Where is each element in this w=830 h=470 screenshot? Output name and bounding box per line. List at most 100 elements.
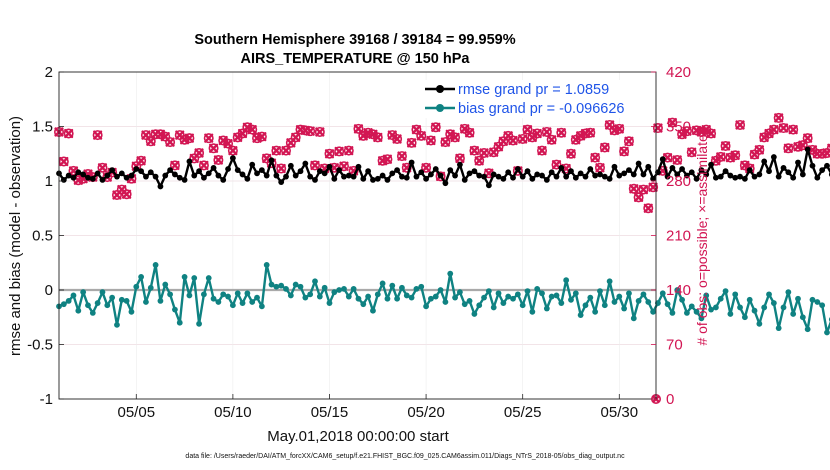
bias-point [316,293,323,300]
obs-possible-marker [619,146,630,157]
rmse-point [336,167,343,174]
rmse-point [65,172,72,179]
bias-point [283,286,289,292]
bias-point [476,302,483,309]
rmse-point [572,174,579,181]
obs-possible-marker [546,134,557,145]
rmse-point [341,173,347,180]
rmse-point [70,174,77,181]
obs-assimilated-marker [667,118,678,128]
obs-possible-marker [165,137,176,148]
data-file-footnote: data file: /Users/raeder/DAI/ATM_forcXX/… [185,453,625,460]
rmse-point [684,172,690,179]
rmse-point [799,171,806,178]
obs-assimilated-marker [600,142,610,153]
obs-possible-marker [198,160,209,171]
rmse-point [345,172,352,179]
y-axis-label: rmse and bias (model - observation) [7,116,24,356]
rmse-point [152,173,159,180]
obs-assimilated-marker [469,146,479,156]
bias-point [70,292,77,299]
bias-point [684,309,690,316]
rmse-point [582,173,589,180]
bias-point [761,304,768,311]
bias-point [737,304,743,311]
obs-possible-marker [686,147,697,158]
rmse-point [775,173,782,180]
rmse-point [785,169,792,176]
rmse-point [374,175,381,182]
bias-point [239,300,246,306]
rmse-point [428,171,434,178]
obs-possible-marker [334,146,345,157]
bias-point [215,299,222,305]
rmse-point [302,160,309,167]
bias-point [592,308,599,315]
rmse-point [201,174,207,181]
obs-assimilated-marker [146,136,156,146]
rmse-point [244,175,251,182]
bias-point [384,295,391,302]
bias-point [437,287,444,293]
rmse-point [688,169,695,176]
obs-possible-marker [338,161,349,172]
rmse-point [403,174,410,181]
bias-point [186,292,193,299]
obs-assimilated-marker [194,148,204,158]
obs-assimilated-marker [406,138,417,148]
obs-assimilated-marker [479,148,489,158]
rmse-point [186,158,193,165]
obs-possible-marker [343,145,354,156]
x-tick-label: 05/20 [407,404,445,421]
rmse-point [568,168,574,175]
obs-assimilated-marker [542,127,552,137]
bias-point [795,295,801,302]
rmse-point [519,173,526,180]
rmse-point [563,173,570,180]
rmse-point [432,166,439,172]
obs-possible-marker [469,145,480,156]
bias-point [297,283,304,290]
rmse-point [268,157,275,164]
rmse-point [278,179,285,185]
obs-assimilated-marker [213,155,223,165]
x-tick-label: 05/25 [504,404,542,421]
rmse-point [128,172,135,179]
obs-assimilated-marker [648,182,658,192]
bias-point [746,296,753,303]
obs-assimilated-marker [687,147,697,157]
obs-assimilated-marker [803,133,813,143]
rmse-point [234,167,241,174]
obs-possible-marker [63,128,74,139]
bias-point [751,307,758,314]
obs-possible-marker [281,145,292,156]
bias-point [563,277,570,284]
bias-point [452,294,458,301]
bias-point [630,315,637,322]
obs-assimilated-marker [740,160,750,171]
obs-assimilated-marker [324,149,335,159]
bias-point [374,291,381,298]
obs-possible-marker [464,127,475,138]
bias-point [360,301,367,308]
obs-possible-marker [271,145,282,156]
rmse-point [399,173,405,180]
bias-point [292,281,299,288]
rmse-point [307,173,314,180]
bias-point [341,286,347,292]
obs-assimilated-marker [619,146,629,157]
bias-point [799,314,806,321]
rmse-point [75,169,82,176]
obs-possible-marker [276,163,287,174]
obs-assimilated-marker [368,129,378,139]
rmse-point [510,174,516,181]
bias-point [645,299,652,305]
bias-point [621,305,628,312]
obs-assimilated-marker [344,146,354,156]
obs-possible-marker [203,133,214,144]
obs-assimilated-marker [585,128,595,138]
rmse-point [225,166,231,172]
rmse-point [761,158,768,165]
obs-assimilated-marker [416,131,426,141]
obs-possible-marker [314,126,325,137]
